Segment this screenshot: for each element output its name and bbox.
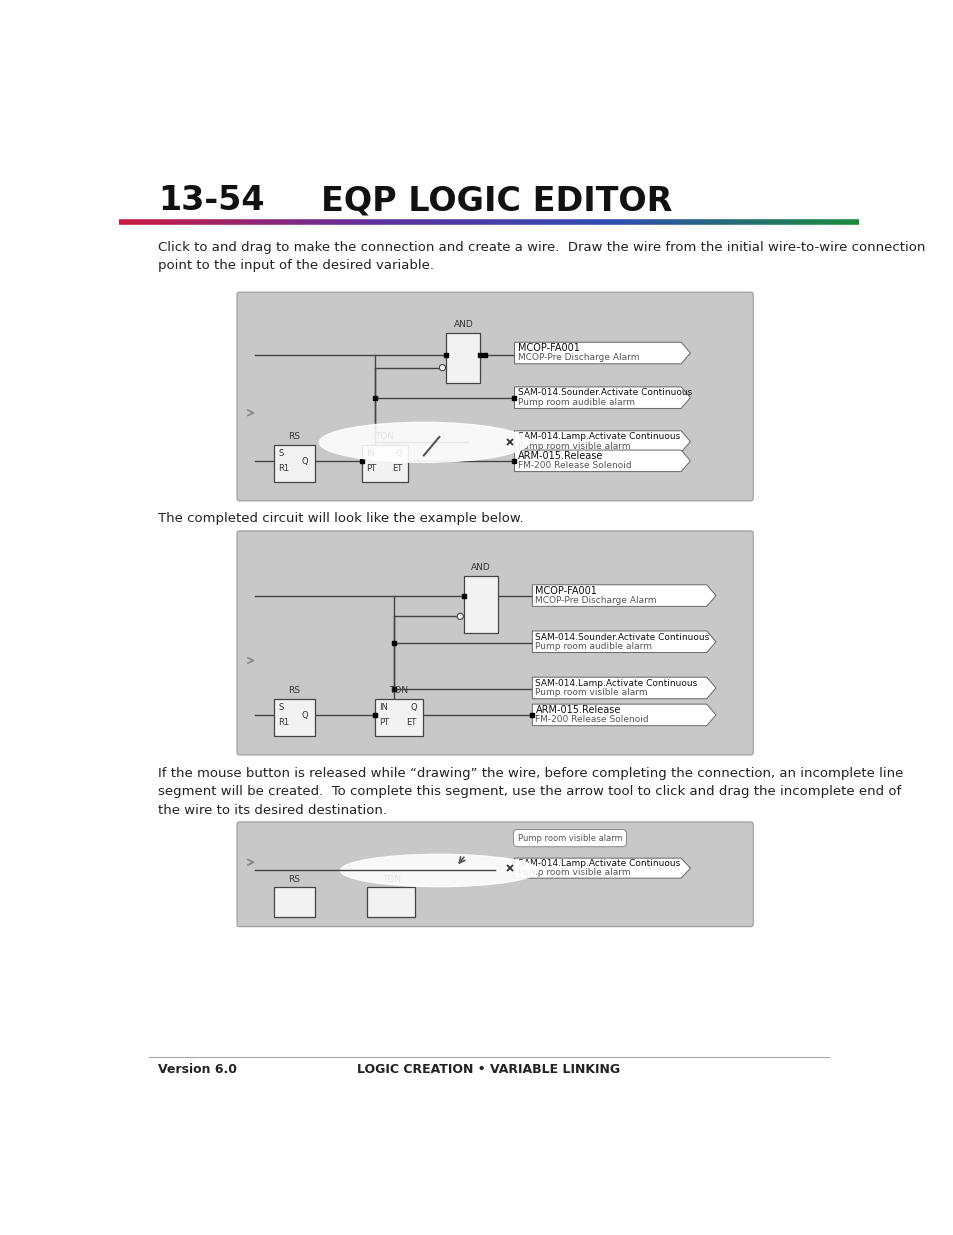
Text: EQP LOGIC EDITOR: EQP LOGIC EDITOR [320, 184, 672, 217]
Text: TON: TON [389, 685, 408, 695]
Ellipse shape [340, 855, 537, 887]
Text: Q: Q [301, 457, 308, 466]
Text: PT: PT [365, 464, 375, 473]
Text: Pump room visible alarm: Pump room visible alarm [517, 442, 630, 451]
Text: ARM-015.Release: ARM-015.Release [535, 705, 620, 715]
Bar [375, 699, 422, 736]
Text: RS: RS [288, 874, 300, 883]
Bar [367, 888, 415, 916]
Text: Pump room visible alarm: Pump room visible alarm [535, 688, 647, 698]
Bar [274, 888, 314, 916]
Text: IN: IN [365, 450, 375, 458]
Text: RS: RS [288, 432, 300, 441]
Ellipse shape [319, 422, 528, 462]
Text: AND: AND [453, 320, 473, 330]
Text: If the mouse button is released while “drawing” the wire, before completing the : If the mouse button is released while “d… [158, 767, 902, 816]
Text: FM-200 Release Solenoid: FM-200 Release Solenoid [535, 715, 648, 724]
Text: ET: ET [406, 719, 416, 727]
Polygon shape [514, 431, 690, 452]
Text: Pump room audible alarm: Pump room audible alarm [517, 398, 634, 406]
Text: IN: IN [378, 704, 387, 713]
Text: SAM-014.Lamp.Activate Continuous: SAM-014.Lamp.Activate Continuous [517, 432, 679, 441]
Text: MCOP-FA001: MCOP-FA001 [535, 585, 597, 595]
Text: R1: R1 [278, 464, 289, 473]
Text: PT: PT [378, 719, 389, 727]
Polygon shape [514, 858, 690, 878]
Text: S: S [278, 704, 283, 713]
Polygon shape [514, 342, 690, 364]
Text: LOGIC CREATION • VARIABLE LINKING: LOGIC CREATION • VARIABLE LINKING [357, 1062, 619, 1076]
Text: SAM-014.Sounder.Activate Continuous: SAM-014.Sounder.Activate Continuous [517, 389, 691, 398]
FancyBboxPatch shape [236, 293, 753, 501]
Text: TON: TON [375, 432, 395, 441]
Text: AND: AND [471, 563, 491, 572]
Text: Version 6.0: Version 6.0 [158, 1062, 236, 1076]
Bar [446, 333, 480, 383]
Text: Pump room visible alarm: Pump room visible alarm [517, 834, 621, 842]
Text: Pump room audible alarm: Pump room audible alarm [535, 642, 652, 651]
Circle shape [456, 614, 463, 620]
Circle shape [439, 364, 445, 370]
Text: S: S [278, 450, 283, 458]
Text: MCOP-FA001: MCOP-FA001 [517, 343, 578, 353]
FancyBboxPatch shape [236, 823, 753, 926]
Text: RS: RS [288, 685, 300, 695]
Text: ET: ET [392, 464, 402, 473]
Text: MCOP-Pre Discharge Alarm: MCOP-Pre Discharge Alarm [535, 595, 657, 605]
Polygon shape [532, 704, 716, 726]
Text: Pump room visible alarm: Pump room visible alarm [517, 868, 630, 877]
Text: SAM-014.Sounder.Activate Continuous: SAM-014.Sounder.Activate Continuous [535, 632, 709, 641]
Polygon shape [514, 450, 690, 472]
Polygon shape [532, 677, 716, 699]
Text: 13-54: 13-54 [158, 184, 264, 217]
Polygon shape [514, 387, 690, 409]
FancyBboxPatch shape [236, 531, 753, 755]
Bar [274, 445, 314, 482]
Text: Q: Q [395, 450, 402, 458]
Text: MCOP-Pre Discharge Alarm: MCOP-Pre Discharge Alarm [517, 353, 639, 362]
Text: Click to and drag to make the connection and create a wire.  Draw the wire from : Click to and drag to make the connection… [158, 241, 924, 272]
Bar [464, 576, 497, 634]
Text: SAM-014.Lamp.Activate Continuous: SAM-014.Lamp.Activate Continuous [535, 679, 697, 688]
Text: Q: Q [301, 711, 308, 720]
Text: ARM-015.Release: ARM-015.Release [517, 451, 602, 461]
Bar [361, 445, 408, 482]
Text: The completed circuit will look like the example below.: The completed circuit will look like the… [158, 513, 523, 525]
Text: TON: TON [381, 874, 400, 883]
Text: Q: Q [410, 704, 416, 713]
Text: SAM-014.Lamp.Activate Continuous: SAM-014.Lamp.Activate Continuous [517, 860, 679, 868]
Polygon shape [532, 585, 716, 606]
Polygon shape [532, 631, 716, 652]
Text: R1: R1 [278, 719, 289, 727]
Bar [274, 699, 314, 736]
Text: FM-200 Release Solenoid: FM-200 Release Solenoid [517, 461, 631, 471]
